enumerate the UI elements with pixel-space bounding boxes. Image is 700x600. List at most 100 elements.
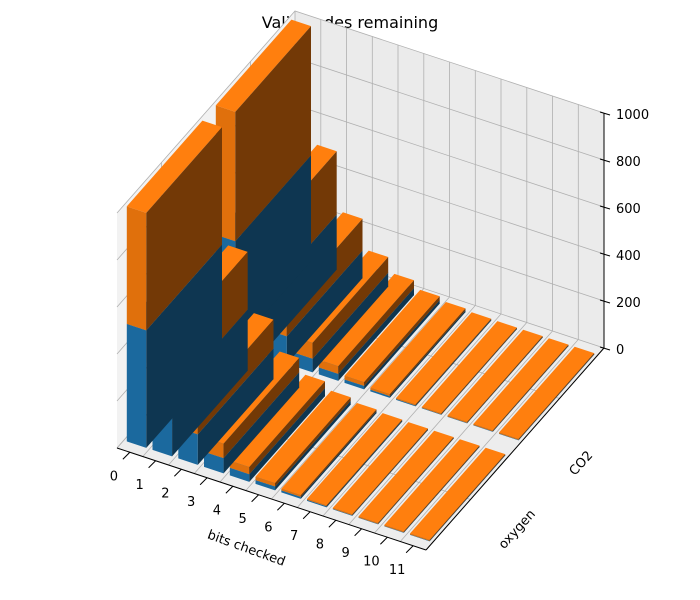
x-tick-label-7: 7 <box>290 529 298 544</box>
bar-CO2-8-base-side <box>441 328 517 415</box>
bar-CO2-9-top-side <box>467 336 543 423</box>
y-tick-label-1: CO2 <box>567 448 597 479</box>
bar-CO2-11-top-front <box>499 432 519 440</box>
bar-CO2-7-top-side <box>415 318 492 406</box>
bar-oxygen-5-base-side <box>275 400 351 491</box>
x-gridline-8 <box>322 79 502 517</box>
bar-CO2-4-top <box>318 273 414 374</box>
x-tick-label-0: 0 <box>110 469 118 484</box>
x-tick-label-11: 11 <box>389 563 406 578</box>
bar-CO2-6-top <box>370 302 466 397</box>
x-tick-mark-1 <box>148 460 156 469</box>
bar-oxygen-5-top-front <box>255 476 276 487</box>
bar-oxygen-10-top-top <box>384 439 480 532</box>
z-tick-label-4: 800 <box>616 155 641 170</box>
x-tick-mark-0 <box>122 451 131 460</box>
bar-oxygen-11-base-front <box>410 534 430 542</box>
bar-CO2-11-top-side <box>518 353 595 440</box>
bar-oxygen-11-base-side <box>429 455 506 542</box>
bar-CO2-10-top-top <box>473 338 569 431</box>
bar-CO2-4-top-front <box>318 359 339 374</box>
bar-oxygen-4-base-front <box>229 467 250 482</box>
bar-CO2-8-top-top <box>421 321 517 414</box>
bar-oxygen-8-base-side <box>352 429 428 516</box>
bar-oxygen-9-top-side <box>378 437 454 524</box>
bar-CO2-10-top <box>473 338 569 432</box>
z-tick-mark-1 <box>599 299 611 304</box>
bar-oxygen-3-base-side <box>223 372 300 474</box>
bar-oxygen-10-top-front <box>384 525 404 533</box>
bar-CO2-5-top-front <box>344 375 365 386</box>
bar-oxygen-8-top <box>332 422 428 516</box>
bar-oxygen-5-top-side <box>275 397 351 487</box>
bar-CO2-8-top <box>421 321 517 415</box>
bar-CO2-11-base-front <box>499 433 519 441</box>
bar-oxygen-11-top-side <box>429 454 506 541</box>
x-tick-mark-3 <box>199 477 208 486</box>
bar-oxygen-8-top-front <box>332 507 353 516</box>
bars <box>126 19 595 542</box>
bar-oxygen-9-base-front <box>358 517 379 525</box>
bar-oxygen-4-top-front <box>229 460 250 475</box>
bar-CO2-6-base-front <box>370 389 390 398</box>
bar-CO2-7-top-front <box>396 398 416 406</box>
x-tick-label-10: 10 <box>363 554 380 569</box>
bar-CO2-11-top <box>499 346 595 440</box>
x-tick-mark-11 <box>405 545 414 554</box>
x-gridline-9 <box>348 87 528 525</box>
bar-CO2-11-base-side <box>518 354 595 441</box>
bar-oxygen-10-top <box>384 439 480 533</box>
bar-oxygen-6-top-side <box>300 409 377 497</box>
bar-oxygen-9-top-top <box>358 430 454 523</box>
x-tick-mark-4 <box>225 485 234 494</box>
bar-CO2-1-base-side <box>261 214 337 356</box>
x-axis-line <box>116 447 427 551</box>
z-tick-label-5: 1000 <box>616 108 649 123</box>
x-tick-label-3: 3 <box>187 495 195 510</box>
bar-oxygen-9-top-front <box>358 516 379 524</box>
bar-CO2-10-base-side <box>492 345 569 432</box>
bar-oxygen-7-top <box>307 413 403 507</box>
bar-CO2-9-base-side <box>467 337 543 424</box>
bar-CO2-8-top-front <box>421 407 442 415</box>
bar-oxygen-10-top-side <box>403 445 480 533</box>
bar-CO2-5-base-front <box>344 379 365 390</box>
z-tick-mark-5 <box>599 111 611 116</box>
x-tick-label-4: 4 <box>213 503 221 518</box>
bar-oxygen-4-base-side <box>249 388 325 482</box>
bar-CO2-7-base-side <box>415 319 492 407</box>
x-tick-label-5: 5 <box>238 512 246 527</box>
bar-CO2-10-top-side <box>492 344 569 432</box>
bar-CO2-5-base-side <box>364 300 440 390</box>
bar-oxygen-2-base-side <box>197 348 274 465</box>
z-tick-label-3: 600 <box>616 202 641 217</box>
bar-oxygen-0-base-front <box>126 323 147 448</box>
bar-oxygen-8-base-front <box>332 508 353 516</box>
bar-oxygen-5-base-front <box>255 480 276 491</box>
bar-oxygen-7-top-top <box>307 413 403 506</box>
bar-oxygen-7-top-front <box>307 498 327 507</box>
x-tick-mark-2 <box>174 468 182 477</box>
bar-oxygen-0-top-side <box>146 127 222 331</box>
bar-oxygen-0-top-top <box>126 120 222 213</box>
x-gridline-10 <box>374 96 553 534</box>
bar-CO2-7-top-top <box>396 312 492 405</box>
x-gridline-7 <box>296 70 476 508</box>
x-tick-mark-8 <box>328 519 337 528</box>
x-tick-label-6: 6 <box>264 520 272 535</box>
z-tick-mark-4 <box>599 158 611 163</box>
bar-CO2-6-top-side <box>389 308 466 397</box>
bar-CO2-3-top-side <box>312 257 389 359</box>
bar-oxygen-6-top <box>281 403 377 497</box>
bar-CO2-8-base-front <box>421 407 442 415</box>
bar-oxygen-0-top <box>126 120 222 331</box>
bar-oxygen-5-top-top <box>255 390 351 484</box>
bar-CO2-8-top-side <box>441 327 517 415</box>
x-tick-label-1: 1 <box>135 478 143 493</box>
bar-oxygen-0-top-front <box>126 206 147 331</box>
bar-CO2-4-top-side <box>338 280 414 374</box>
bar-CO2-5-top <box>344 289 440 386</box>
bar-oxygen-11-top-top <box>410 447 506 540</box>
bar-CO2-6-base-side <box>389 310 466 398</box>
bar-CO2-5-top-side <box>364 296 440 386</box>
